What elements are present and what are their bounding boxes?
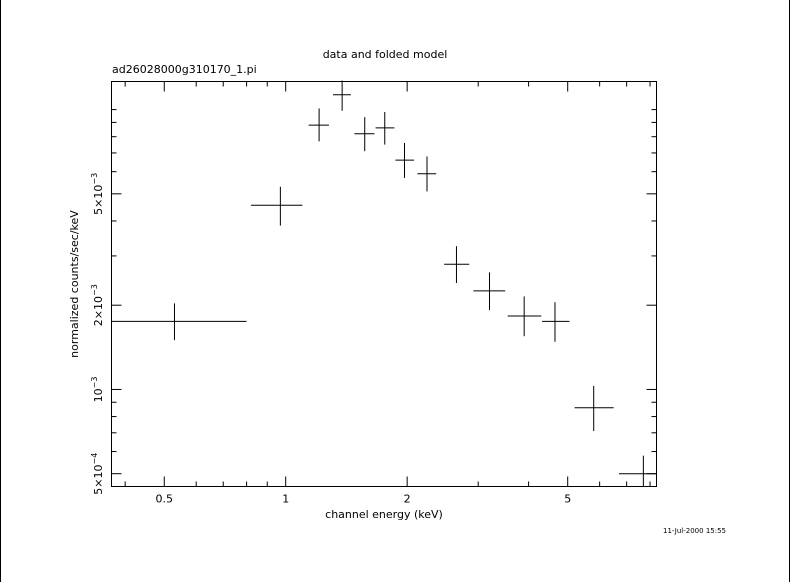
data-point xyxy=(542,302,570,342)
y-tick-mantissa: 5×10 xyxy=(92,464,105,494)
data-point xyxy=(333,80,351,111)
axis-ticks xyxy=(111,81,657,487)
y-axis-label: normalized counts/sec/keV xyxy=(68,210,81,358)
data-point xyxy=(308,108,329,142)
y-tick-label: 5×10−4 xyxy=(90,453,105,495)
data-point xyxy=(574,385,614,432)
data-point xyxy=(417,156,437,192)
y-tick-exponent: −3 xyxy=(90,377,99,389)
chart-title: data and folded model xyxy=(323,48,448,61)
data-point xyxy=(250,186,303,226)
x-tick-label: 0.5 xyxy=(156,493,174,506)
x-axis-label: channel energy (keV) xyxy=(325,508,443,521)
data-point xyxy=(507,296,542,337)
y-tick-mantissa: 2×10 xyxy=(92,296,105,326)
data-point xyxy=(111,303,247,341)
y-tick-mantissa: 5×10 xyxy=(92,185,105,215)
x-tick-label: 1 xyxy=(282,493,289,506)
y-tick-exponent: −4 xyxy=(90,453,99,465)
y-tick-exponent: −3 xyxy=(90,284,99,296)
data-point xyxy=(618,455,657,487)
data-points xyxy=(111,80,657,487)
data-point xyxy=(375,112,395,145)
y-tick-exponent: −3 xyxy=(90,173,99,185)
y-tick-label: 5×10−3 xyxy=(90,173,105,215)
tick-labels: 0.5 1 2 55×10−410−32×10−35×10−3 xyxy=(90,173,571,506)
x-tick-label: 2 xyxy=(404,493,411,506)
data-point xyxy=(354,117,375,152)
chart-subtitle: ad26028000g310170_1.pi xyxy=(112,63,257,76)
timestamp-label: 11-Jul-2000 15:55 xyxy=(663,527,726,535)
data-point xyxy=(395,142,415,178)
data-point xyxy=(473,272,506,311)
plot-area-frame xyxy=(111,81,657,487)
data-point xyxy=(444,246,470,284)
y-tick-label: 2×10−3 xyxy=(90,284,105,326)
y-tick-label: 10−3 xyxy=(90,377,105,403)
y-tick-mantissa: 10 xyxy=(92,388,105,402)
x-tick-label: 5 xyxy=(564,493,571,506)
